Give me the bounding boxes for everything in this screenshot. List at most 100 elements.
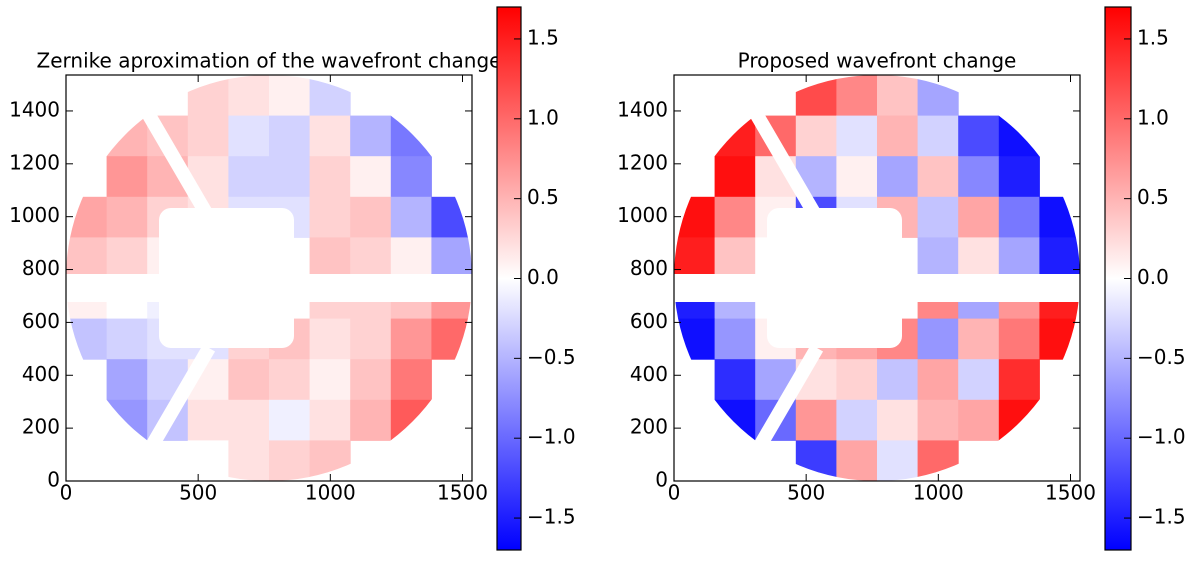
heatmap-cell xyxy=(390,115,432,157)
heatmap-cell xyxy=(795,399,837,441)
heatmap-cell xyxy=(836,115,878,157)
heatmap-cell xyxy=(187,75,229,117)
heatmap-cell xyxy=(228,75,270,117)
heatmap-cell xyxy=(917,237,959,279)
heatmap-cell xyxy=(674,237,716,279)
heatmap-cell xyxy=(228,115,270,157)
x-tick-label: 0 xyxy=(668,481,681,505)
heatmap-cell xyxy=(309,196,351,238)
spider-vane xyxy=(740,344,824,472)
heatmap-cell xyxy=(877,156,919,198)
heatmap-cell xyxy=(269,156,311,198)
heatmap-cell xyxy=(998,196,1040,238)
heatmap-cell xyxy=(836,359,878,401)
y-tick-label: 1400 xyxy=(617,97,668,121)
heatmap-cell xyxy=(106,237,148,279)
x-tick-label: 1000 xyxy=(305,481,356,505)
heatmap-cell xyxy=(998,115,1040,157)
colorbar-tick-label: −1.0 xyxy=(1137,425,1186,449)
heatmap-cell xyxy=(228,399,270,441)
y-tick-label: 1400 xyxy=(9,97,60,121)
heatmap-cell xyxy=(836,75,878,117)
heatmap-cell xyxy=(390,156,432,198)
heatmap-cell xyxy=(106,156,148,198)
heatmap-cell xyxy=(431,237,472,279)
heatmap-cell xyxy=(714,399,756,441)
x-tick-label: 500 xyxy=(787,481,825,505)
x-tick-label: 1500 xyxy=(437,481,488,505)
heatmap-cell xyxy=(187,115,229,157)
colorbar-tick-label: 0.5 xyxy=(527,185,559,209)
chart-title: Proposed wavefront change xyxy=(738,49,1017,73)
heatmap-cell xyxy=(350,318,392,360)
x-tick-label: 0 xyxy=(60,481,73,505)
heatmap-cell xyxy=(309,115,351,157)
heatmap-cell xyxy=(431,196,472,238)
colorbar-tick-label: −0.5 xyxy=(1137,345,1186,369)
heatmap-cell xyxy=(350,237,392,279)
y-tick-label: 1200 xyxy=(617,150,668,174)
heatmap-cell xyxy=(66,318,108,360)
heatmap-cell xyxy=(917,318,959,360)
heatmap-cell xyxy=(106,115,148,157)
heatmap-cell xyxy=(958,115,1000,157)
heatmap-cell xyxy=(309,156,351,198)
heatmap-cell xyxy=(714,196,756,238)
y-tick-label: 0 xyxy=(655,468,668,492)
heatmap-cell xyxy=(958,156,1000,198)
heatmap-cell xyxy=(66,237,108,279)
heatmap-cell xyxy=(269,75,311,117)
colorbar-tick-label: 0.0 xyxy=(527,265,559,289)
colorbar-tick-label: 0.5 xyxy=(1137,185,1169,209)
heatmap-cell xyxy=(714,115,756,157)
spider-vane xyxy=(132,94,216,222)
heatmap-cell xyxy=(390,359,432,401)
colorbar-tick-label: −1.0 xyxy=(527,425,576,449)
heatmap-cell xyxy=(877,440,919,481)
obstruction xyxy=(767,208,902,348)
heatmap-cell xyxy=(958,359,1000,401)
heatmap-cell xyxy=(795,75,837,117)
heatmap-cell xyxy=(66,196,108,238)
heatmap-cell xyxy=(836,156,878,198)
heatmap-cell xyxy=(187,440,229,481)
heatmap-cell xyxy=(350,359,392,401)
colorbar-tick-label: −0.5 xyxy=(527,345,576,369)
heatmap-cell xyxy=(714,156,756,198)
heatmap-cell xyxy=(309,399,351,441)
y-tick-label: 400 xyxy=(630,362,668,386)
heatmap-cell xyxy=(958,399,1000,441)
heatmap-cell xyxy=(1039,318,1080,360)
y-tick-label: 800 xyxy=(22,256,60,280)
heatmap-cell xyxy=(998,156,1040,198)
obstruction xyxy=(159,208,294,348)
y-tick-label: 0 xyxy=(47,468,60,492)
heatmap-cell xyxy=(269,359,311,401)
heatmap-cell xyxy=(228,440,270,481)
chart-title: Zernike aproximation of the wavefront ch… xyxy=(37,49,502,73)
heatmap-cell xyxy=(674,196,716,238)
colorbar-tick-label: 1.5 xyxy=(1137,25,1169,49)
heatmap-cell xyxy=(1039,196,1080,238)
heatmap-cell xyxy=(998,318,1040,360)
heatmap-cell xyxy=(309,359,351,401)
x-tick-label: 1500 xyxy=(1045,481,1096,505)
y-tick-label: 200 xyxy=(630,415,668,439)
heatmap-cell xyxy=(714,318,756,360)
heatmap-cell xyxy=(714,237,756,279)
y-tick-label: 200 xyxy=(22,415,60,439)
heatmap-cell xyxy=(390,237,432,279)
heatmap-cell xyxy=(917,156,959,198)
heatmap-cell xyxy=(958,196,1000,238)
heatmap-cell xyxy=(998,359,1040,401)
y-tick-label: 600 xyxy=(22,309,60,333)
heatmap-cell xyxy=(390,318,432,360)
heatmap-cell xyxy=(877,399,919,441)
heatmap-cell xyxy=(836,399,878,441)
heatmap-cell xyxy=(917,399,959,441)
heatmap-cell xyxy=(795,115,837,157)
heatmap-cell xyxy=(390,399,432,441)
heatmap-cell xyxy=(228,156,270,198)
heatmap-cell xyxy=(998,237,1040,279)
spider-vane xyxy=(132,344,216,472)
